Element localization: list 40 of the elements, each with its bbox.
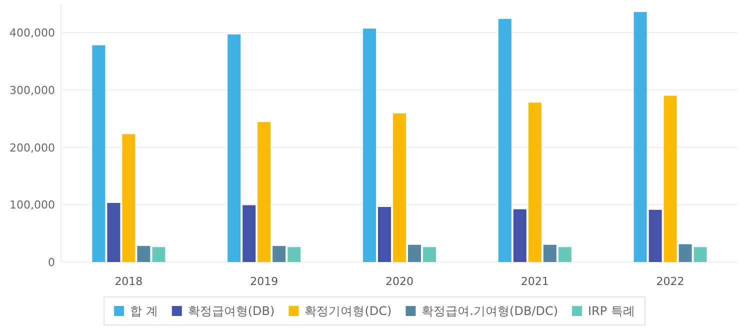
x-tick-label: 2018	[114, 275, 143, 288]
y-tick-label: 400,000	[10, 26, 55, 40]
bar	[423, 247, 436, 262]
bar	[152, 247, 166, 262]
bar	[258, 122, 271, 262]
bar	[664, 96, 677, 262]
y-tick-label: 200,000	[10, 141, 55, 154]
bar	[498, 18, 512, 262]
x-tick-label: 2020	[386, 275, 414, 288]
bar	[513, 209, 526, 262]
legend-label: 확정급여.기여형(DB/DC)	[422, 304, 558, 318]
legend-label: 합 계	[130, 304, 158, 318]
legend-label: IRP 특례	[588, 304, 635, 318]
bar	[678, 244, 692, 262]
bar	[694, 247, 707, 262]
bar	[408, 244, 421, 262]
bar	[363, 28, 376, 262]
bar	[228, 34, 241, 262]
bar	[558, 247, 572, 262]
bar	[543, 244, 556, 262]
bar	[288, 247, 301, 262]
bar	[378, 206, 391, 262]
x-tick-label: 2021	[520, 275, 549, 288]
bar	[242, 205, 256, 262]
y-tick-label: 300,000	[10, 84, 55, 97]
bar	[393, 114, 406, 262]
bar	[528, 102, 542, 262]
bar	[92, 45, 106, 262]
y-tick-label: 0	[48, 256, 55, 269]
x-tick-label: 2022	[656, 275, 684, 288]
bar	[107, 202, 120, 262]
bar	[648, 210, 662, 262]
x-tick-label: 2019	[250, 275, 278, 288]
y-tick-label: 100,000	[10, 198, 55, 212]
legend-label: 확정급여형(DB)	[188, 304, 275, 318]
bar	[122, 134, 136, 262]
legend-label: 확정기여형(DC)	[304, 304, 392, 318]
bar	[137, 246, 150, 262]
bar	[272, 246, 286, 262]
bar	[634, 12, 647, 262]
